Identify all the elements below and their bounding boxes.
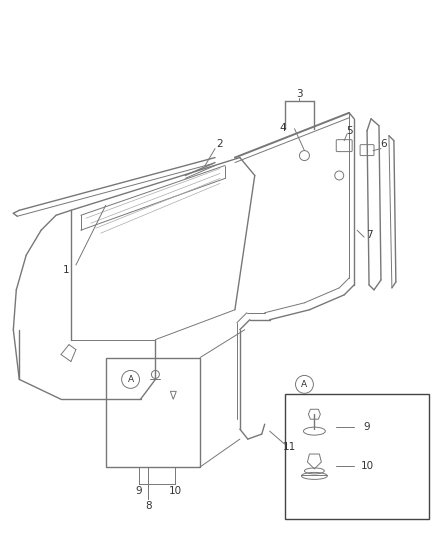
Bar bbox=[106, 358, 200, 467]
Text: 10: 10 bbox=[169, 486, 182, 496]
Bar bbox=[285, 394, 429, 519]
Text: 2: 2 bbox=[217, 139, 223, 149]
Text: 10: 10 bbox=[360, 461, 374, 471]
Text: A: A bbox=[301, 380, 307, 389]
Text: 6: 6 bbox=[381, 139, 387, 149]
Text: 4: 4 bbox=[279, 123, 286, 133]
Text: 7: 7 bbox=[366, 230, 372, 240]
Text: 5: 5 bbox=[346, 126, 353, 136]
Text: 8: 8 bbox=[145, 500, 152, 511]
Text: 9: 9 bbox=[135, 486, 142, 496]
Text: 11: 11 bbox=[283, 442, 296, 452]
Text: 1: 1 bbox=[63, 265, 69, 275]
Text: 3: 3 bbox=[296, 89, 303, 99]
Text: A: A bbox=[127, 375, 134, 384]
Text: 9: 9 bbox=[364, 422, 371, 432]
